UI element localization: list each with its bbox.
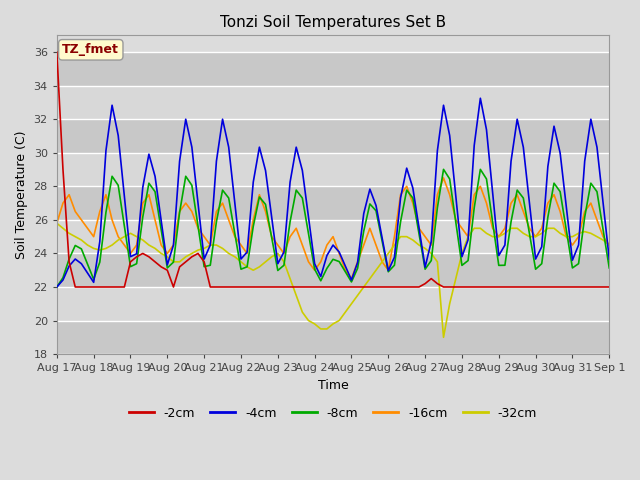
Y-axis label: Soil Temperature (C): Soil Temperature (C) xyxy=(15,131,28,259)
Text: TZ_fmet: TZ_fmet xyxy=(62,43,119,56)
Bar xyxy=(57,153,609,186)
Bar xyxy=(57,186,609,220)
Bar xyxy=(57,119,609,153)
Bar xyxy=(57,85,609,119)
Bar xyxy=(57,253,609,287)
Bar xyxy=(57,52,609,85)
Bar xyxy=(57,287,609,321)
Title: Tonzi Soil Temperatures Set B: Tonzi Soil Temperatures Set B xyxy=(220,15,446,30)
X-axis label: Time: Time xyxy=(317,379,348,392)
Bar xyxy=(57,321,609,354)
Bar xyxy=(57,220,609,253)
Legend: -2cm, -4cm, -8cm, -16cm, -32cm: -2cm, -4cm, -8cm, -16cm, -32cm xyxy=(124,402,542,425)
